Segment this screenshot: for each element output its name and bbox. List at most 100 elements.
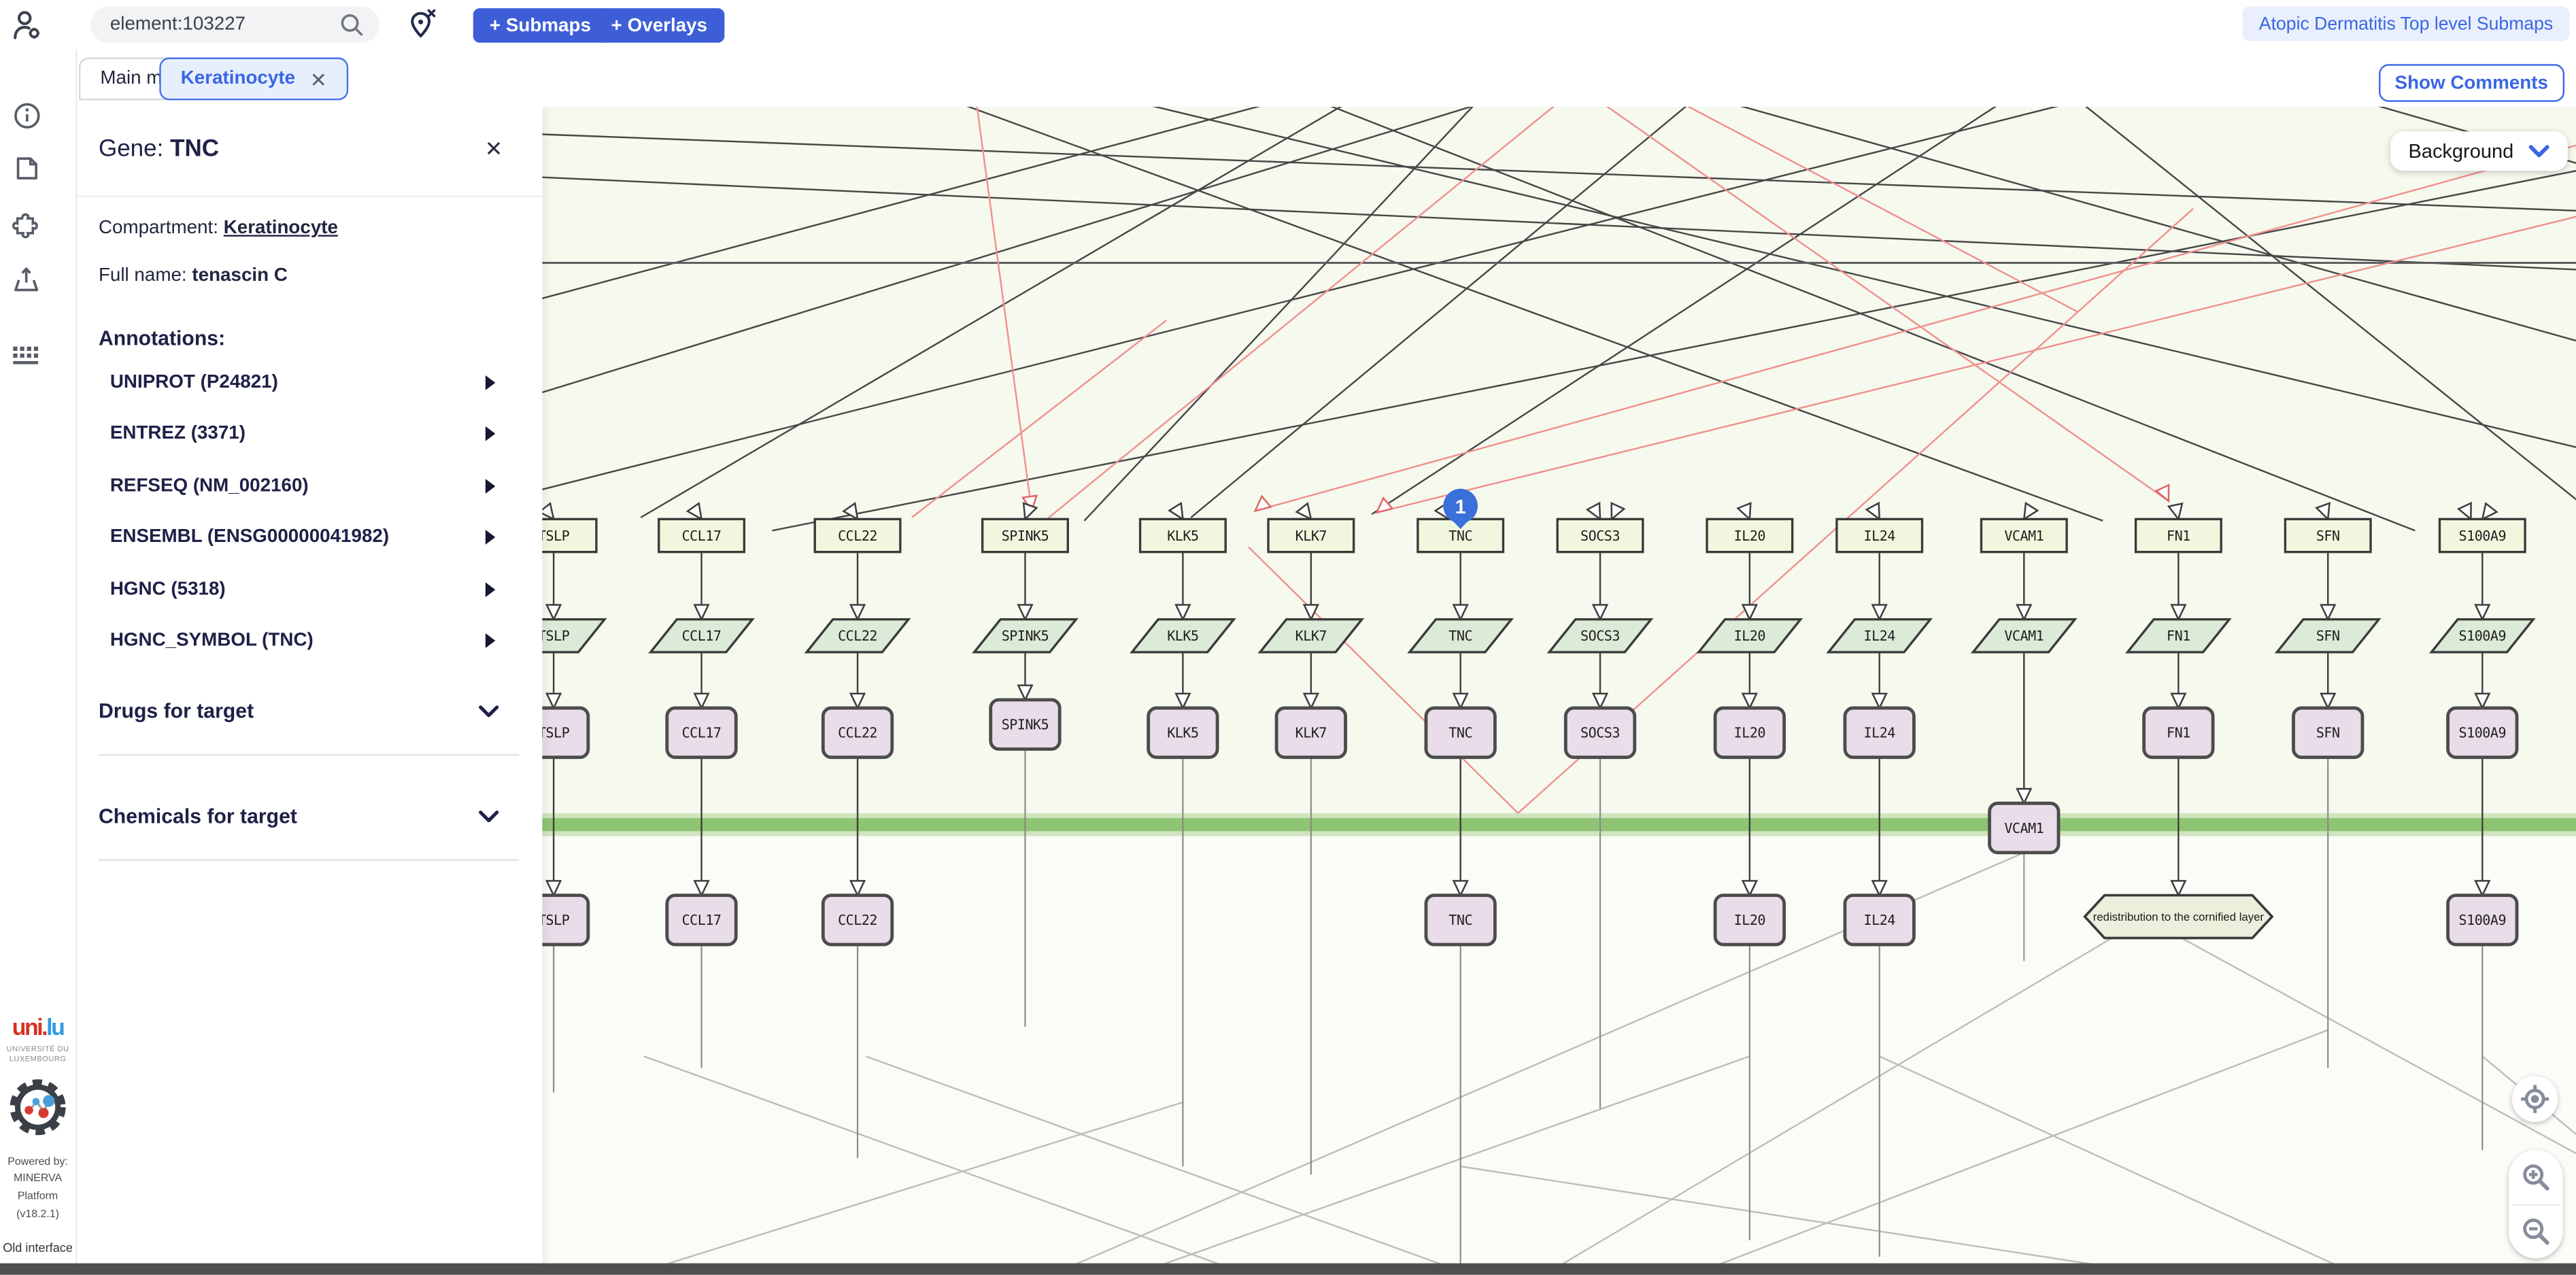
fullname-line: Full name: tenascin C	[98, 266, 288, 286]
annotation-item[interactable]: UNIPROT (P24821)	[75, 356, 542, 408]
overlays-button[interactable]: + Overlays	[594, 8, 724, 43]
svg-text:TNC: TNC	[1448, 528, 1472, 544]
grid-icon[interactable]	[10, 340, 42, 373]
svg-text:KLK7: KLK7	[1295, 628, 1327, 644]
project-title-badge[interactable]: Atopic Dermatitis Top level Submaps	[2242, 6, 2570, 41]
annotation-label: ENTREZ (3371)	[109, 424, 246, 444]
protein-node[interactable]: CCL22	[821, 706, 894, 760]
rna-node[interactable]: CCL17	[648, 618, 755, 653]
svg-text:IL20: IL20	[1734, 912, 1765, 928]
protein-node[interactable]: S100A9	[2446, 706, 2519, 760]
export-icon[interactable]	[10, 263, 42, 296]
gene-node[interactable]: SOCS3	[1556, 517, 1644, 554]
svg-text:CCL17: CCL17	[682, 725, 722, 741]
tab-keratinocyte[interactable]: Keratinocyte ✕	[159, 57, 349, 101]
target-section-list: Drugs for target Chemicals for target	[75, 685, 542, 895]
rna-node[interactable]: IL20	[1696, 618, 1803, 653]
search-input[interactable]	[107, 13, 341, 37]
background-selector-dropdown[interactable]: Background	[2390, 131, 2568, 171]
rna-node[interactable]: TSLP	[542, 618, 607, 653]
protein-node-membrane[interactable]: VCAM1	[1988, 801, 2061, 855]
show-comments-button[interactable]: Show Comments	[2378, 64, 2565, 102]
document-icon[interactable]	[10, 151, 42, 184]
compartment-link[interactable]: Keratinocyte	[223, 218, 339, 239]
protein-node[interactable]: KLK7	[1274, 706, 1347, 760]
zoom-out-button[interactable]	[2509, 1205, 2563, 1259]
annotation-item[interactable]: ENSEMBL (ENSG00000041982)	[75, 512, 542, 564]
pathway-map-canvas[interactable]: TSLP TSLP TSLP TSLP CCL17 CCL17 CCL17 CCL17 CCL2…	[542, 107, 2576, 1275]
svg-text:TSLP: TSLP	[542, 628, 569, 644]
rna-node[interactable]: TNC	[1407, 618, 1514, 653]
gene-node[interactable]: SFN	[2284, 517, 2372, 554]
target-section-header[interactable]: Chemicals for target	[75, 790, 542, 843]
protein-node[interactable]: FN1	[2142, 706, 2215, 760]
map-pin-x-icon[interactable]	[404, 7, 440, 43]
protein-node[interactable]: TNC	[1424, 706, 1497, 760]
rna-node[interactable]: FN1	[2124, 618, 2232, 653]
gene-node[interactable]: VCAM1	[1980, 517, 2068, 554]
gene-node[interactable]: IL20	[1706, 517, 1794, 554]
svg-text:IL24: IL24	[1864, 528, 1896, 544]
annotation-item[interactable]: HGNC_SYMBOL (TNC)	[75, 615, 542, 667]
protein-node-lower[interactable]: CCL22	[821, 894, 894, 947]
protein-node-lower[interactable]: IL24	[1843, 894, 1916, 947]
submaps-button[interactable]: + Submaps	[473, 8, 608, 43]
rna-node[interactable]: SFN	[2274, 618, 2382, 653]
chevron-down-icon	[2528, 144, 2549, 156]
process-node[interactable]: redistribution to the cornified layer	[2083, 894, 2274, 940]
gene-node[interactable]: FN1	[2134, 517, 2222, 554]
protein-node-lower[interactable]: IL20	[1713, 894, 1786, 947]
annotation-item[interactable]: HGNC (5318)	[75, 564, 542, 615]
target-section-header[interactable]: Drugs for target	[75, 685, 542, 737]
protein-node[interactable]: SOCS3	[1563, 706, 1637, 760]
svg-text:TSLP: TSLP	[542, 725, 569, 741]
protein-node[interactable]: KLK5	[1147, 706, 1219, 760]
protein-node[interactable]: IL24	[1843, 706, 1916, 760]
rna-node[interactable]: S100A9	[2428, 618, 2536, 653]
protein-node-lower[interactable]: S100A9	[2446, 894, 2519, 947]
locate-button[interactable]	[2511, 1076, 2558, 1123]
rna-node[interactable]: VCAM1	[1970, 618, 2078, 653]
svg-text:CCL17: CCL17	[682, 628, 722, 644]
gene-node[interactable]: S100A9	[2438, 517, 2526, 554]
tab-close-icon[interactable]: ✕	[309, 68, 328, 92]
annotation-item[interactable]: ENTREZ (3371)	[75, 408, 542, 460]
protein-node[interactable]: SPINK5	[989, 698, 1062, 751]
arrow-right-icon	[485, 530, 496, 545]
gene-node[interactable]: KLK5	[1138, 517, 1227, 554]
rna-node[interactable]: SOCS3	[1546, 618, 1654, 653]
protein-node[interactable]: TSLP	[542, 706, 590, 760]
protein-node[interactable]: SFN	[2292, 706, 2365, 760]
svg-text:FN1: FN1	[2167, 628, 2190, 644]
svg-text:TNC: TNC	[1448, 628, 1472, 644]
old-interface-link[interactable]: Old interface	[3, 1240, 73, 1255]
svg-text:TSLP: TSLP	[542, 528, 569, 544]
protein-node-lower[interactable]: TSLP	[542, 894, 590, 947]
zoom-in-button[interactable]	[2509, 1150, 2563, 1204]
protein-node[interactable]: CCL17	[665, 706, 738, 760]
protein-node-lower[interactable]: CCL17	[665, 894, 738, 947]
annotation-item[interactable]: REFSEQ (NM_002160)	[75, 460, 542, 511]
rna-node[interactable]: SPINK5	[972, 618, 1079, 653]
user-settings-icon[interactable]	[10, 8, 44, 43]
protein-node-lower[interactable]: TNC	[1424, 894, 1497, 947]
svg-text:TNC: TNC	[1448, 912, 1472, 928]
gene-node[interactable]: SPINK5	[981, 517, 1069, 554]
gene-node[interactable]: TSLP	[542, 517, 598, 554]
gene-node[interactable]: CCL17	[658, 517, 746, 554]
gene-node[interactable]: IL24	[1835, 517, 1924, 554]
puzzle-icon[interactable]	[10, 209, 42, 241]
rna-node[interactable]: IL24	[1826, 618, 1933, 653]
rna-node[interactable]: CCL22	[804, 618, 911, 653]
arrow-right-icon	[485, 633, 496, 649]
panel-close-icon[interactable]: ✕	[484, 136, 503, 161]
search-result-marker[interactable]: 1	[1443, 488, 1478, 529]
info-icon[interactable]	[10, 99, 42, 131]
arrow-right-icon	[485, 375, 496, 390]
gene-node[interactable]: CCL22	[813, 517, 902, 554]
protein-node[interactable]: IL20	[1713, 706, 1786, 760]
gene-node[interactable]: KLK7	[1267, 517, 1355, 554]
rna-node[interactable]: KLK5	[1129, 618, 1236, 653]
rna-node[interactable]: KLK7	[1257, 618, 1365, 653]
magnifier-icon[interactable]	[340, 13, 363, 36]
